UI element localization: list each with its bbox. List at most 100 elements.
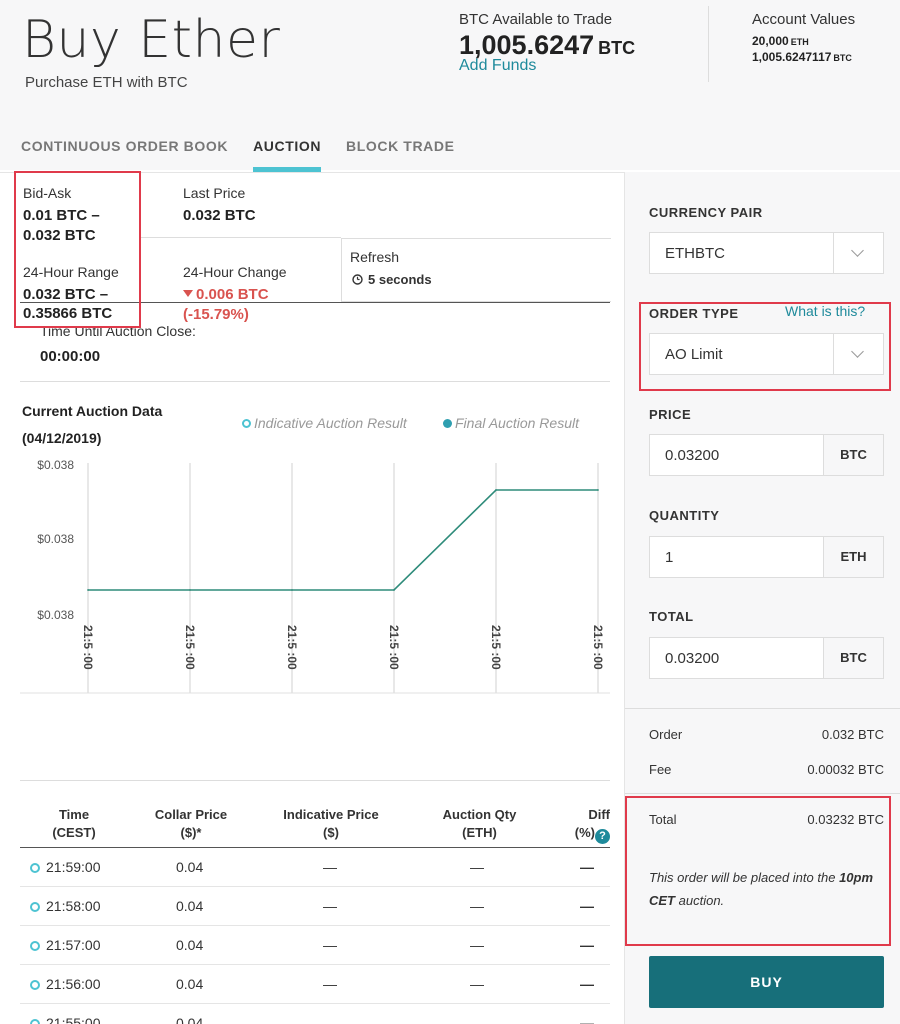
range-value-line1: 0.032 BTC –: [23, 286, 109, 303]
refresh-box[interactable]: Refresh 5 seconds: [341, 238, 611, 302]
price-unit: BTC: [823, 435, 883, 475]
total-summary-value: 0.03232 BTC: [807, 812, 884, 827]
order-type-select[interactable]: AO Limit: [649, 333, 884, 375]
auction-note-part2: auction.: [678, 893, 725, 908]
row-indicative: —: [323, 859, 337, 875]
chevron-down-icon[interactable]: [833, 334, 883, 374]
chart-point: [597, 489, 599, 491]
stats-divider: [140, 237, 341, 238]
y-tick-label: $0.038: [37, 532, 74, 546]
row-time: 21:59:00: [30, 859, 101, 875]
header-diff-line2-wrap: (%)?: [560, 824, 610, 844]
row-time-value: 21:55:00: [46, 1015, 101, 1024]
auction-panel: Bid-Ask 0.01 BTC – 0.032 BTC Last Price …: [0, 171, 624, 1024]
row-time-value: 21:58:00: [46, 898, 101, 914]
table-row[interactable]: 21:56:00 0.04 — — —: [20, 965, 610, 1004]
quantity-input[interactable]: 1 ETH: [649, 536, 884, 578]
bid-ask-label: Bid-Ask: [23, 185, 72, 201]
btc-available-value: 1,005.6247 BTC: [459, 30, 635, 61]
account-eth-unit: ETH: [790, 37, 809, 47]
currency-pair-select[interactable]: ETHBTC: [649, 232, 884, 274]
help-icon[interactable]: ?: [595, 829, 610, 844]
x-tick-label: 21:5 :00: [489, 625, 503, 670]
quantity-value: 1: [665, 549, 674, 566]
add-funds-link[interactable]: Add Funds: [459, 57, 537, 74]
trade-tabs: CONTINUOUS ORDER BOOK AUCTION BLOCK TRAD…: [0, 138, 459, 172]
legend-indicative[interactable]: Indicative Auction Result: [242, 415, 407, 431]
btc-available-block: BTC Available to Trade 1,005.6247 BTC Add…: [459, 11, 635, 75]
tab-continuous-order-book[interactable]: CONTINUOUS ORDER BOOK: [21, 138, 229, 154]
change-value-line1: 0.006 BTC: [183, 285, 269, 305]
x-tick-label: 21:5 :00: [285, 625, 299, 670]
refresh-value: 5 seconds: [368, 272, 432, 287]
tab-auction[interactable]: AUCTION: [253, 138, 322, 172]
section-divider-2: [20, 780, 610, 781]
chart-section-title: Current Auction Data: [22, 403, 163, 419]
row-indicative: —: [323, 937, 337, 953]
order-type-help-link[interactable]: What is this?: [785, 303, 866, 319]
price-input[interactable]: 0.03200 BTC: [649, 434, 884, 476]
fee-summary-value: 0.00032 BTC: [807, 762, 884, 777]
order-form-panel: CURRENCY PAIR ETHBTC ORDER TYPE What is …: [624, 172, 900, 1024]
table-row[interactable]: 21:57:00 0.04 — — —: [20, 926, 610, 965]
header-time-line1: Time: [58, 807, 90, 822]
order-summary-value: 0.032 BTC: [821, 727, 884, 742]
auction-note: This order will be placed into the 10pm …: [649, 866, 889, 912]
fee-summary-row: Fee 0.00032 BTC: [649, 762, 884, 777]
header-divider: [708, 6, 709, 82]
chart-point: [393, 589, 395, 591]
account-values-label: Account Values: [752, 11, 856, 28]
header-collar-line2: ($)*: [180, 825, 202, 840]
tab-block-trade[interactable]: BLOCK TRADE: [346, 138, 455, 154]
indicative-legend-icon: [242, 419, 251, 428]
row-collar: 0.04: [176, 1015, 204, 1024]
total-note-highlight: [625, 796, 891, 946]
fee-summary-label: Fee: [649, 762, 672, 777]
table-header-collar: Collar Price ($)*: [136, 806, 246, 842]
row-qty: —: [470, 1015, 484, 1024]
total-input[interactable]: 0.03200 BTC: [649, 637, 884, 679]
order-summary-row: Order 0.032 BTC: [649, 727, 884, 742]
chevron-down-icon[interactable]: [833, 233, 883, 273]
bid-ask-value-line2: 0.032 BTC: [23, 227, 96, 244]
y-tick-label: $0.038: [37, 608, 74, 622]
quantity-unit: ETH: [823, 537, 883, 577]
table-header-border: [20, 847, 610, 848]
row-status-icon: [30, 980, 40, 990]
buy-button[interactable]: BUY: [649, 956, 884, 1008]
chart-section-date: (04/12/2019): [22, 430, 102, 446]
total-summary-label: Total: [649, 812, 677, 827]
row-status-icon: [30, 1019, 40, 1024]
y-tick-label: $0.038: [37, 458, 74, 472]
legend-final[interactable]: Final Auction Result: [443, 415, 579, 431]
total-summary-row: Total 0.03232 BTC: [649, 812, 884, 827]
row-time: 21:58:00: [30, 898, 101, 914]
total-unit: BTC: [823, 638, 883, 678]
chart-point: [189, 589, 191, 591]
btc-available-unit: BTC: [598, 38, 636, 58]
chart-point: [495, 489, 497, 491]
header-collar-line1: Collar Price: [154, 807, 228, 822]
section-divider-1: [20, 381, 610, 382]
row-status-icon: [30, 941, 40, 951]
x-tick-label: 21:5 :00: [387, 625, 401, 670]
range-label: 24-Hour Range: [23, 264, 119, 280]
row-qty: —: [470, 937, 484, 953]
order-type-label: ORDER TYPE: [649, 306, 739, 321]
summary-divider: [625, 793, 900, 794]
header-diff-line2: (%): [574, 825, 595, 840]
change-value-line2: (-15.79%): [183, 306, 249, 323]
account-btc-value: 1,005.6247117: [752, 50, 832, 64]
stats-bottom-border: [20, 302, 610, 303]
chart-point: [87, 589, 89, 591]
table-row[interactable]: 21:55:00 0.04 — — —: [20, 1004, 610, 1024]
table-header-qty: Auction Qty (ETH): [422, 806, 537, 842]
x-tick-label: 21:5 :00: [183, 625, 197, 670]
row-time-value: 21:57:00: [46, 937, 101, 953]
chart-point: [291, 589, 293, 591]
table-row[interactable]: 21:58:00 0.04 — — —: [20, 887, 610, 926]
row-indicative: —: [323, 976, 337, 992]
row-indicative: —: [323, 1015, 337, 1024]
row-diff: —: [580, 937, 594, 953]
table-row[interactable]: 21:59:00 0.04 — — —: [20, 848, 610, 887]
